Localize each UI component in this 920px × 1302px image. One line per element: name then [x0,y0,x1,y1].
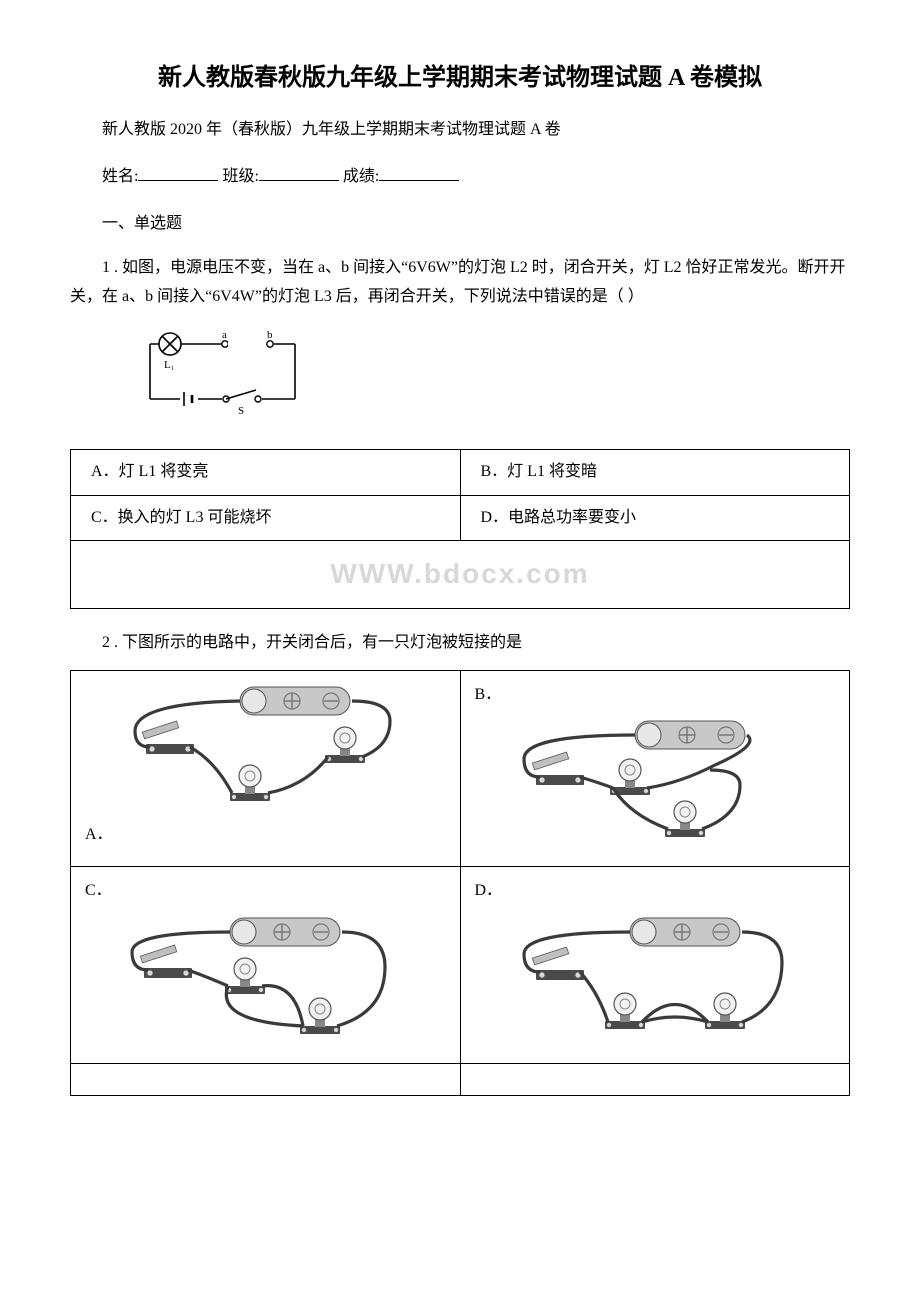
q2-circuit-d [475,912,836,1053]
question-1-text: 1 . 如图，电源电压不变，当在 a、b 间接入“6V6W”的灯泡 L2 时，闭… [70,254,850,312]
svg-text:S: S [238,405,244,417]
q2-label-c: C． [85,877,446,906]
svg-text:a: a [222,329,227,341]
subtitle: 新人教版 2020 年（春秋版）九年级上学期期末考试物理试题 A 卷 [70,116,850,145]
name-label: 姓名: [102,168,138,185]
watermark-cell: WWW.bdocx.com [71,541,850,608]
svg-text:L₁: L₁ [164,359,175,371]
q2-label-d: D． [475,877,836,906]
page-title: 新人教版春秋版九年级上学期期末考试物理试题 A 卷模拟 [70,60,850,96]
question-2-text: 2 . 下图所示的电路中，开关闭合后，有一只灯泡被短接的是 [70,629,850,658]
q2-empty-cell-1 [71,1063,461,1095]
q1-circuit-diagram: L₁ a b S [130,324,850,435]
watermark-text: WWW.bdocx.com [330,558,589,589]
name-blank [138,165,218,181]
q1-option-a: A．灯 L1 将变亮 [71,449,461,495]
q2-label-b: B． [475,681,836,710]
q2-label-a: A． [85,821,113,850]
score-label: 成绩: [343,168,379,185]
score-blank [379,165,459,181]
q2-empty-cell-2 [460,1063,850,1095]
q2-option-c-cell: C． [71,867,461,1064]
q2-option-a-cell: A． [71,670,461,867]
q1-option-b: B．灯 L1 将变暗 [460,449,850,495]
section-heading: 一、单选题 [70,210,850,239]
q2-option-d-cell: D． [460,867,850,1064]
svg-text:b: b [267,329,273,341]
q2-option-b-cell: B． [460,670,850,867]
q2-circuit-b [475,715,836,856]
q2-circuit-c [85,912,446,1053]
q2-options-table: A． B． C． [70,670,850,1096]
q2-circuit-a [85,681,446,827]
q1-option-c: C．换入的灯 L3 可能烧坏 [71,495,461,541]
form-line: 姓名: 班级: 成绩: [70,163,850,192]
q1-options-table: A．灯 L1 将变亮 B．灯 L1 将变暗 C．换入的灯 L3 可能烧坏 D．电… [70,449,850,609]
class-blank [259,165,339,181]
q1-option-d: D．电路总功率要变小 [460,495,850,541]
class-label: 班级: [222,168,258,185]
